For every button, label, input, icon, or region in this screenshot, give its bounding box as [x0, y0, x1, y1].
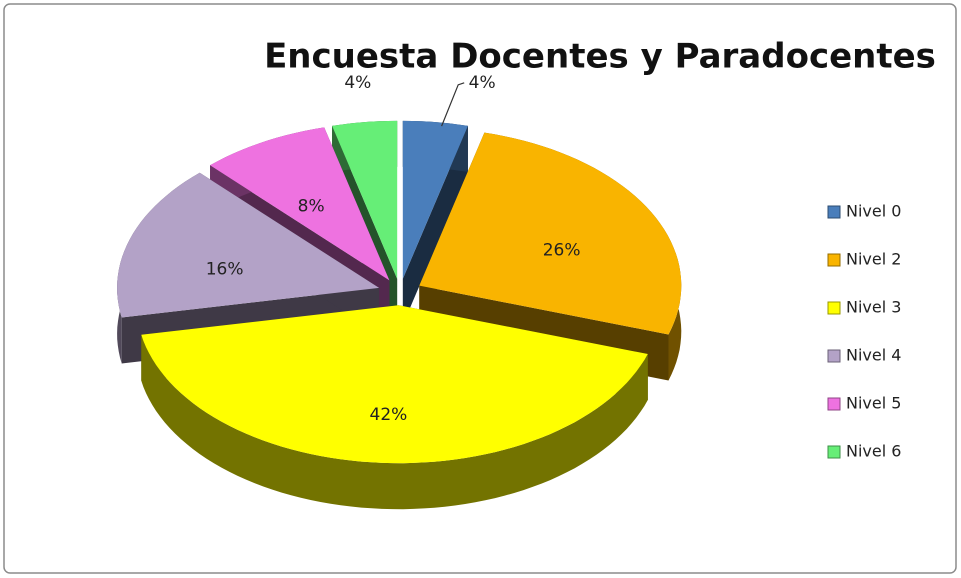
slice [141, 305, 648, 510]
slice-face [117, 172, 380, 318]
slice-face [419, 132, 682, 335]
leader-line [441, 82, 465, 127]
legend-label: Nivel 6 [846, 442, 901, 461]
slice-wall [402, 125, 468, 325]
legend-swatch [827, 397, 841, 411]
legend-label: Nivel 2 [846, 250, 901, 269]
legend-swatch [827, 253, 841, 267]
legend-swatch [827, 349, 841, 363]
data-label: 16% [206, 260, 244, 280]
data-label: 42% [370, 405, 408, 425]
slice-face [141, 305, 648, 464]
slice-face [332, 120, 398, 279]
legend-swatch [827, 301, 841, 315]
legend-label: Nivel 4 [846, 346, 901, 365]
slice-wall [141, 334, 648, 510]
slice [402, 120, 468, 325]
data-label: 4% [469, 73, 496, 93]
data-label: 8% [298, 197, 325, 217]
legend-swatch [827, 205, 841, 219]
data-label: 26% [543, 240, 581, 260]
chart-title: Encuesta Docentes y Paradocentes [264, 37, 936, 77]
slice-face [210, 127, 390, 281]
legend-label: Nivel 3 [846, 298, 901, 317]
slice-face [402, 120, 468, 279]
legend-label: Nivel 5 [846, 394, 901, 413]
legend-label: Nivel 0 [846, 202, 901, 221]
legend-swatch [827, 445, 841, 459]
data-label: 4% [344, 73, 371, 93]
